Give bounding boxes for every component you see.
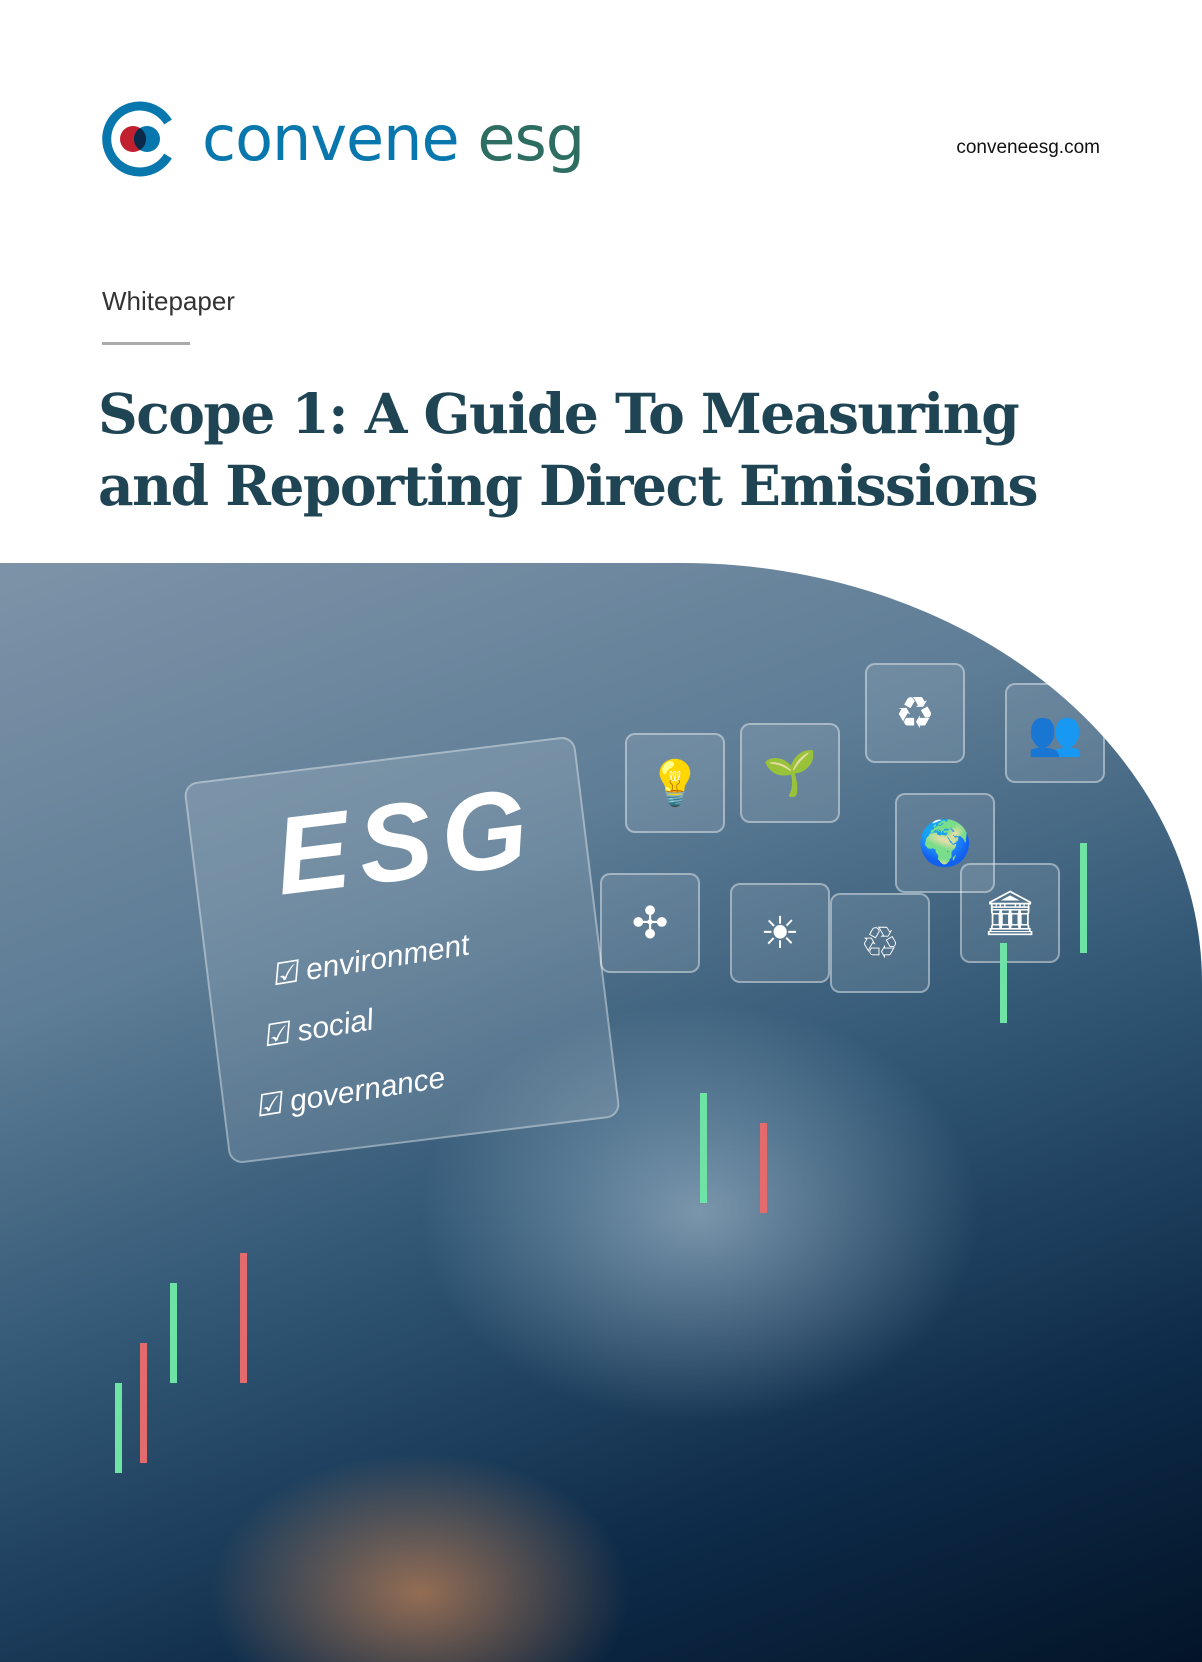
divider (102, 342, 190, 345)
document-type: Whitepaper (102, 286, 235, 316)
candle (760, 1123, 767, 1213)
leaf-hand-icon: 🌱 (740, 723, 840, 823)
recycle-leaf-icon: ♻ (865, 663, 965, 763)
solar-panel-icon: ☀ (730, 883, 830, 983)
people-icon: 👥 (1005, 683, 1105, 783)
candle (240, 1253, 247, 1383)
hero-image: ESG ☑ environment ☑ social ☑ governance … (0, 563, 1202, 1662)
globe-hands-icon: 🌍 (895, 793, 995, 893)
page-title: Scope 1: A Guide To Measuring and Report… (98, 381, 1039, 518)
recycle-icon: ♲ (830, 893, 930, 993)
candle (700, 1093, 707, 1203)
logo-mark-icon (102, 100, 180, 178)
wind-turbine-icon: ✣ (600, 873, 700, 973)
logo-word-esg: esg (477, 102, 585, 175)
lightbulb-icon: 💡 (625, 733, 725, 833)
logo-word-convene: convene (202, 102, 460, 175)
website-link[interactable]: conveneesg.com (956, 137, 1100, 158)
candle (1080, 843, 1087, 953)
bank-icon: 🏛 (960, 863, 1060, 963)
candle (170, 1283, 177, 1383)
convene-esg-logo: convene esg (102, 100, 585, 178)
candle (1000, 943, 1007, 1023)
candle (115, 1383, 122, 1473)
candle (140, 1343, 147, 1463)
